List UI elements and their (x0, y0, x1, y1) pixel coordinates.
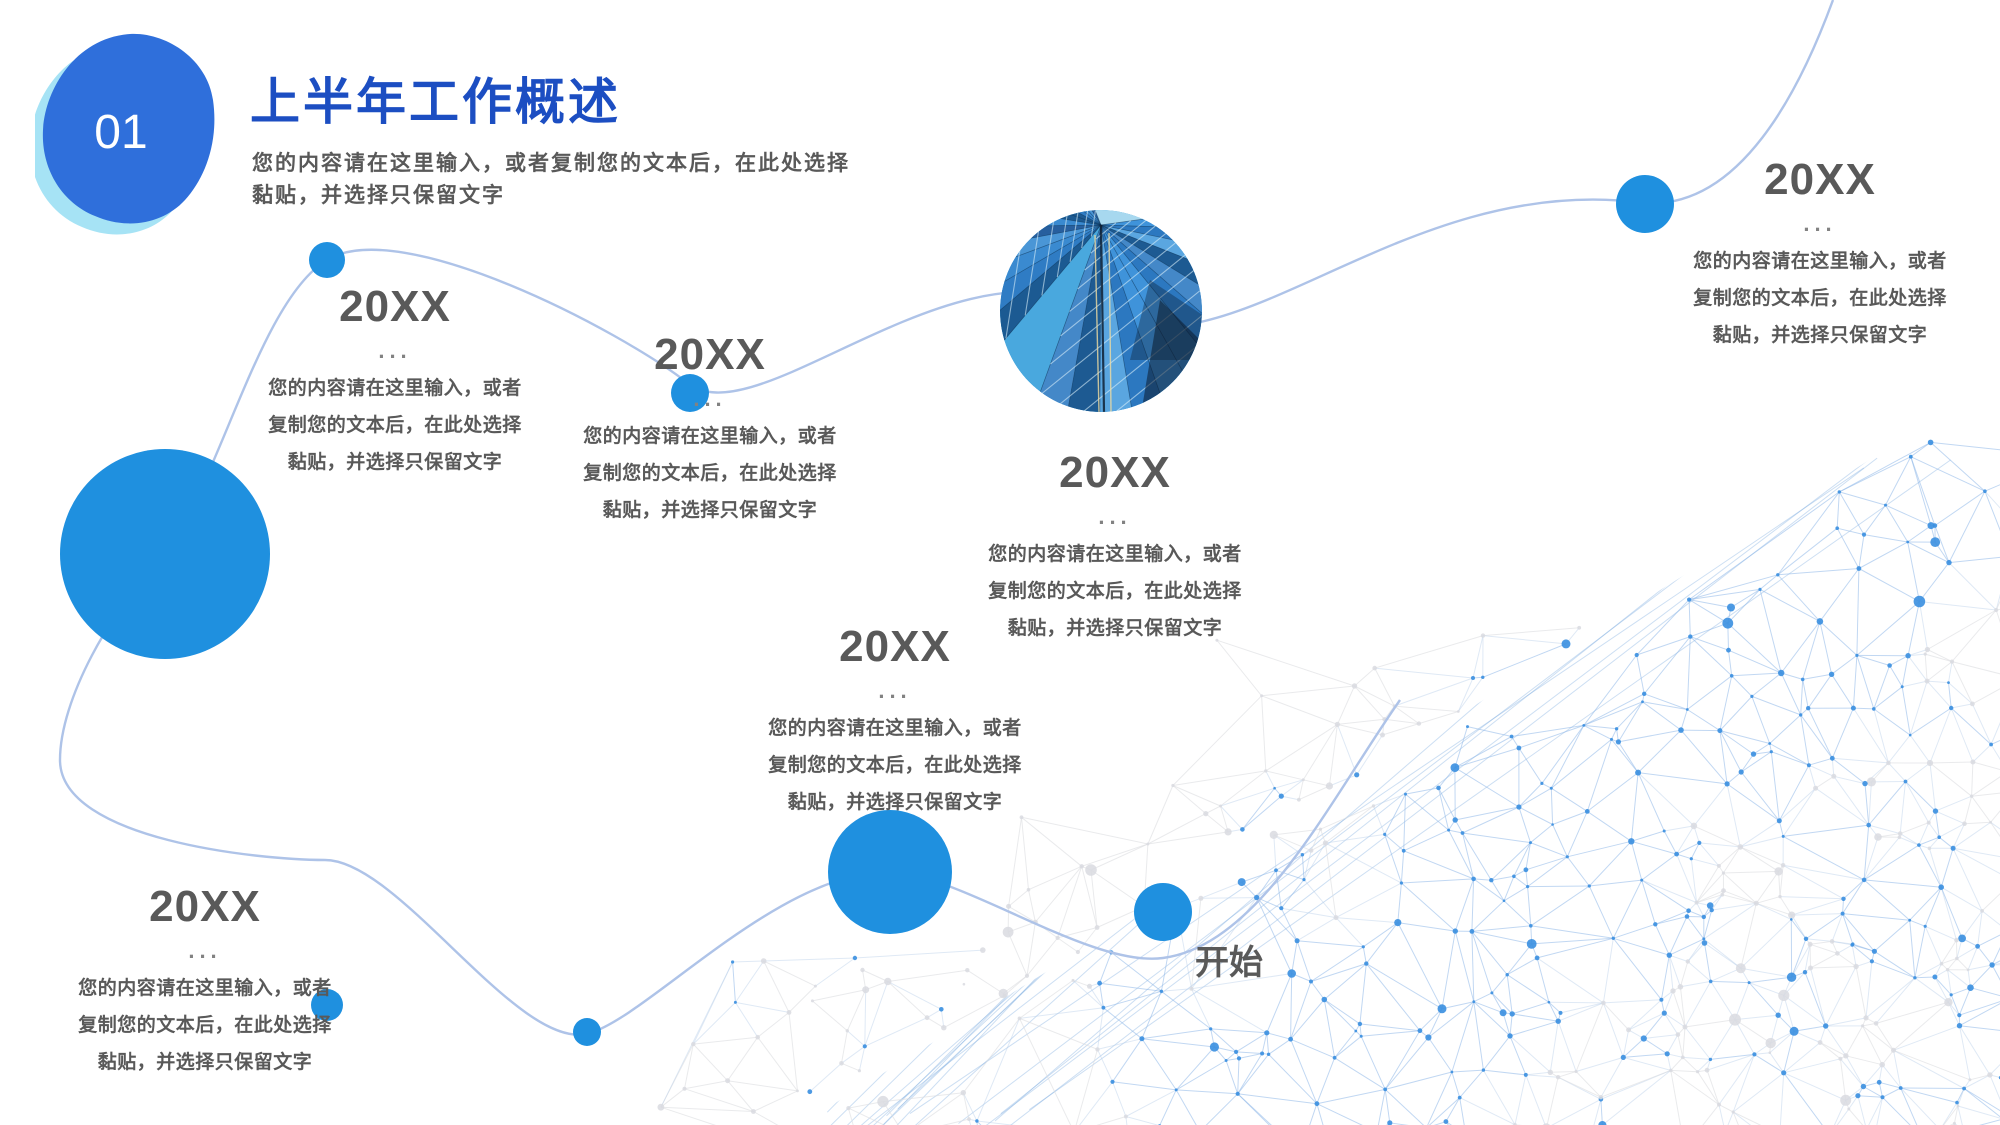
svg-text:01: 01 (94, 106, 147, 159)
